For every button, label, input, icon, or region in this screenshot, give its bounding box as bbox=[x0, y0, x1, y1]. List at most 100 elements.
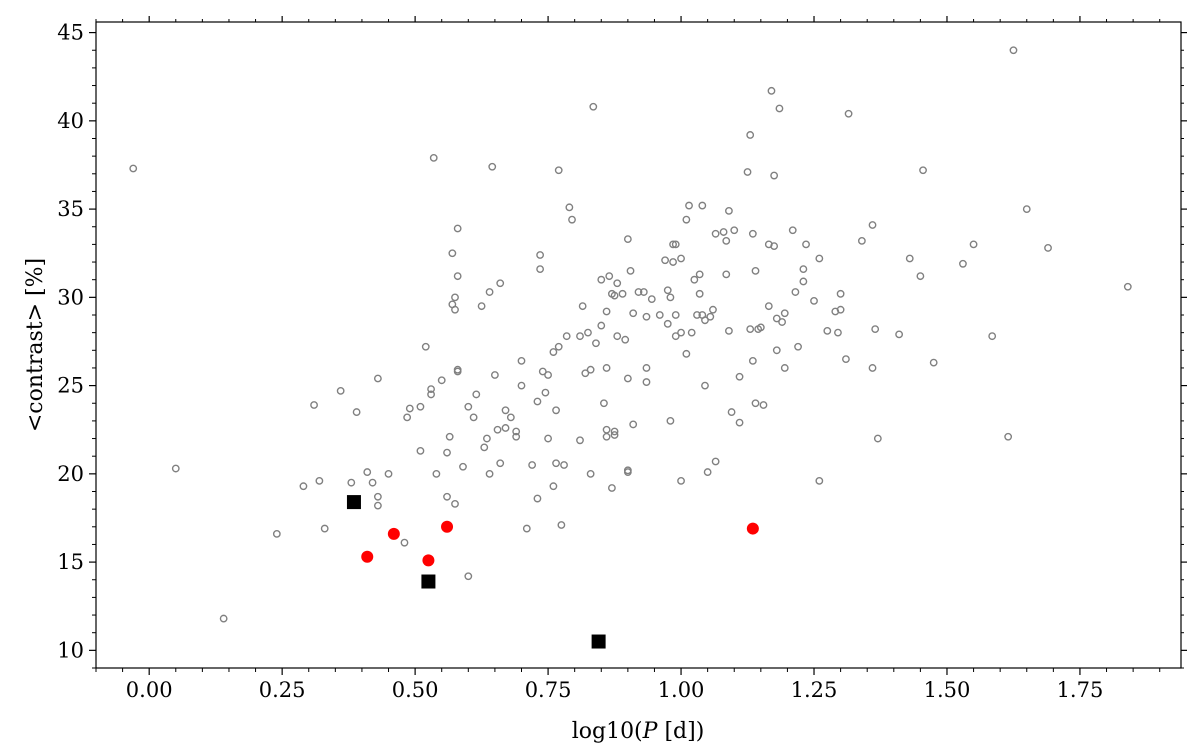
data-point-open bbox=[1123, 282, 1132, 291]
data-point-open bbox=[988, 332, 997, 341]
data-point-open bbox=[459, 462, 467, 471]
minor-ticks bbox=[92, 19, 1184, 672]
data-point-open bbox=[581, 369, 590, 378]
data-point-open bbox=[605, 272, 614, 281]
data-point-open bbox=[405, 404, 414, 413]
data-point-open bbox=[528, 461, 537, 469]
data-point-open bbox=[501, 406, 510, 415]
data-point-open bbox=[756, 323, 765, 332]
data-point-open bbox=[834, 328, 842, 337]
data-point-open bbox=[496, 459, 505, 468]
data-point-open bbox=[427, 390, 435, 399]
x-tick-label: 1.25 bbox=[791, 678, 838, 702]
data-point-open bbox=[772, 346, 781, 355]
data-point-open bbox=[770, 242, 779, 251]
data-point-open bbox=[701, 316, 709, 325]
data-point-open bbox=[725, 206, 733, 215]
y-tick-label: 15 bbox=[57, 550, 84, 574]
data-point-open bbox=[669, 258, 677, 266]
data-point-open bbox=[677, 328, 685, 337]
series-black-squares bbox=[346, 495, 606, 649]
x-tick-label: 0.25 bbox=[259, 678, 306, 702]
data-point-open bbox=[703, 468, 712, 476]
data-point-open bbox=[868, 364, 877, 372]
data-point-open bbox=[642, 312, 651, 321]
data-point-open bbox=[685, 201, 693, 210]
data-point-open bbox=[780, 309, 789, 318]
y-tick-label: 25 bbox=[57, 374, 84, 398]
data-point-open bbox=[512, 432, 521, 441]
data-point-open bbox=[671, 332, 680, 341]
data-point-open bbox=[735, 418, 744, 427]
data-point-open bbox=[443, 492, 451, 501]
data-point-open bbox=[895, 330, 904, 339]
x-tick-label: 0.50 bbox=[392, 678, 439, 702]
data-point-open bbox=[578, 302, 587, 311]
data-point-open bbox=[272, 529, 281, 538]
data-point-open bbox=[743, 168, 752, 176]
data-point-open bbox=[602, 307, 611, 316]
x-tick-label: 0.00 bbox=[126, 678, 173, 702]
major-ticks bbox=[89, 16, 1187, 675]
data-point-open bbox=[533, 397, 542, 406]
data-point-open bbox=[501, 424, 510, 432]
data-point-open bbox=[730, 226, 739, 235]
data-point-open bbox=[844, 109, 853, 118]
x-axis-label-prefix: log10( bbox=[572, 719, 643, 744]
data-point-open bbox=[767, 86, 776, 95]
data-point-open bbox=[483, 434, 491, 443]
data-point-open bbox=[661, 256, 669, 265]
data-point-open bbox=[735, 372, 744, 381]
data-point-open bbox=[373, 501, 382, 510]
data-point-open bbox=[352, 408, 361, 416]
data-point-open bbox=[557, 521, 566, 529]
y-tick-label: 35 bbox=[57, 197, 84, 221]
x-axis-label-variable: P bbox=[642, 719, 659, 744]
data-point-open bbox=[751, 266, 760, 275]
data-point-open bbox=[488, 162, 497, 171]
data-point-open bbox=[493, 425, 502, 434]
data-point-open bbox=[815, 477, 824, 485]
data-point-open bbox=[589, 102, 598, 111]
data-point-open bbox=[549, 482, 558, 491]
data-point-open bbox=[623, 468, 632, 476]
data-point-open bbox=[613, 279, 622, 288]
data-point-open bbox=[695, 270, 704, 279]
data-point-open bbox=[602, 432, 611, 441]
data-point-open bbox=[554, 342, 563, 351]
data-point-open bbox=[725, 326, 733, 335]
data-point-open bbox=[549, 348, 558, 356]
x-axis-label-suffix: [d]) bbox=[657, 719, 704, 744]
data-point-open bbox=[621, 335, 630, 344]
data-point-open bbox=[663, 319, 672, 328]
data-point-open bbox=[565, 203, 574, 212]
data-point-open bbox=[815, 254, 824, 263]
y-tick-label: 45 bbox=[57, 21, 84, 45]
data-point-open bbox=[682, 349, 691, 358]
data-point-open bbox=[634, 288, 643, 296]
data-point-red bbox=[422, 554, 435, 567]
data-point-open bbox=[320, 524, 329, 533]
data-point-open bbox=[219, 614, 228, 623]
data-point-open bbox=[791, 288, 800, 296]
data-point-open bbox=[517, 381, 526, 390]
data-point-open bbox=[626, 266, 635, 275]
data-point-open bbox=[969, 240, 978, 249]
series-red-circles bbox=[361, 520, 759, 567]
y-tick-label: 40 bbox=[57, 109, 84, 133]
data-point-open bbox=[421, 342, 430, 351]
data-point-open bbox=[618, 289, 627, 298]
data-point-open bbox=[613, 332, 622, 341]
data-point-open bbox=[560, 461, 568, 469]
data-point-open bbox=[666, 293, 675, 302]
data-point-open bbox=[642, 378, 651, 386]
data-point-open bbox=[794, 342, 802, 351]
data-point-open bbox=[666, 416, 675, 425]
data-point-open bbox=[533, 494, 542, 503]
data-point-square bbox=[346, 495, 361, 510]
data-point-open bbox=[799, 265, 808, 274]
y-tick-label: 20 bbox=[57, 462, 84, 486]
data-point-open bbox=[610, 431, 619, 439]
data-point-open bbox=[799, 277, 808, 286]
data-point-open bbox=[453, 224, 462, 233]
